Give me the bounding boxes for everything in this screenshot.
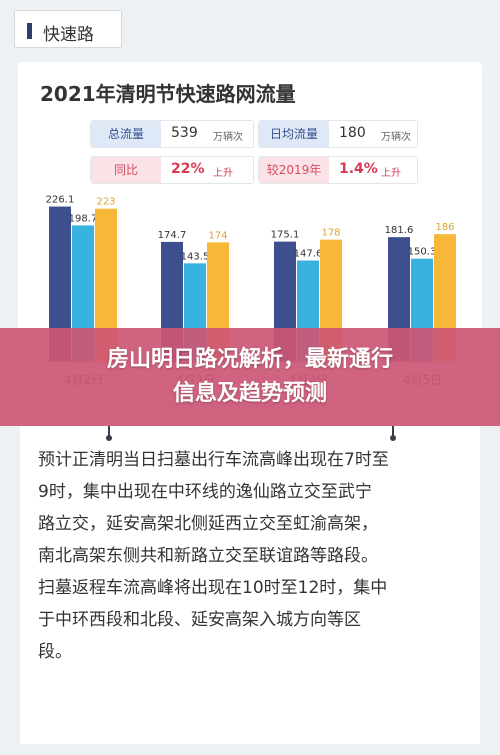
- tag-accent-bar: [27, 23, 32, 39]
- description-line: 于中环西段和北段、延安高架入城方向等区: [38, 610, 361, 630]
- bar-value-label: 186: [435, 222, 454, 233]
- card-title: 2021年清明节快速路网流量: [40, 82, 296, 106]
- section-tag-label: 快速路: [43, 25, 94, 45]
- stat-label: 同比: [91, 157, 161, 183]
- bar-value-label: 226.1: [46, 195, 75, 206]
- stat-value: 539: [171, 125, 198, 141]
- pin-head-icon: [106, 435, 112, 441]
- description-line: 预计正清明当日扫墓出行车流高峰出现在7时至: [38, 450, 389, 470]
- stat-label: 较2019年: [259, 157, 329, 183]
- description-line: 南北高架东侧共和新路立交至联谊路等路段。: [38, 546, 378, 566]
- stat-label: 总流量: [91, 121, 161, 147]
- bar-value-label: 181.6: [385, 225, 414, 236]
- bar-value-label: 198.7: [69, 213, 98, 224]
- stat-unit: 上升: [213, 168, 233, 179]
- pin-head-icon: [390, 435, 396, 441]
- bar: [95, 208, 117, 362]
- description-panel: 预计正清明当日扫墓出行车流高峰出现在7时至 9时，集中出现在中环线的逸仙路立交至武…: [20, 426, 480, 744]
- description-line: 扫墓返程车流高峰将出现在10时至12时，集中: [38, 578, 388, 598]
- description-line: 9时，集中出现在中环线的逸仙路立交至武宁: [38, 482, 372, 502]
- stat-vs-2019: 较2019年 1.4% 上升: [258, 156, 418, 184]
- pin-icon: [392, 426, 394, 436]
- stat-total: 总流量 539 万辆次: [90, 120, 254, 148]
- stat-daily: 日均流量 180 万辆次: [258, 120, 418, 148]
- description-line: 段。: [38, 642, 72, 662]
- stat-label: 日均流量: [259, 121, 329, 147]
- bar-value-label: 147.6: [294, 249, 323, 260]
- stat-value: 180: [339, 125, 366, 141]
- stat-unit: 万辆次: [381, 132, 411, 143]
- stat-unit: 万辆次: [213, 132, 243, 143]
- bar: [49, 206, 71, 362]
- section-tag: 快速路: [14, 10, 122, 48]
- stat-value: 1.4%: [339, 161, 378, 177]
- headline-line-1: 房山明日路况解析，最新通行: [106, 347, 393, 372]
- bar-value-label: 178: [321, 228, 340, 239]
- bar-value-label: 174.7: [158, 230, 187, 241]
- stat-yoy: 同比 22% 上升: [90, 156, 254, 184]
- headline-line-2: 信息及趋势预测: [172, 381, 327, 406]
- bar-value-label: 175.1: [271, 230, 300, 241]
- bar-value-label: 174: [208, 230, 227, 241]
- bar-value-label: 143.5: [181, 251, 210, 262]
- headline-banner: 房山明日路况解析，最新通行 信息及趋势预测: [0, 328, 500, 426]
- pin-icon: [108, 426, 110, 436]
- bar-value-label: 150.3: [408, 247, 437, 258]
- description-line: 路立交，延安高架北侧延西立交至虹渝高架，: [38, 514, 378, 534]
- stat-unit: 上升: [381, 168, 401, 179]
- description-text: 预计正清明当日扫墓出行车流高峰出现在7时至 9时，集中出现在中环线的逸仙路立交至武…: [38, 444, 466, 668]
- bar-value-label: 223: [96, 197, 115, 208]
- bar: [72, 225, 94, 362]
- stat-value: 22%: [171, 161, 205, 177]
